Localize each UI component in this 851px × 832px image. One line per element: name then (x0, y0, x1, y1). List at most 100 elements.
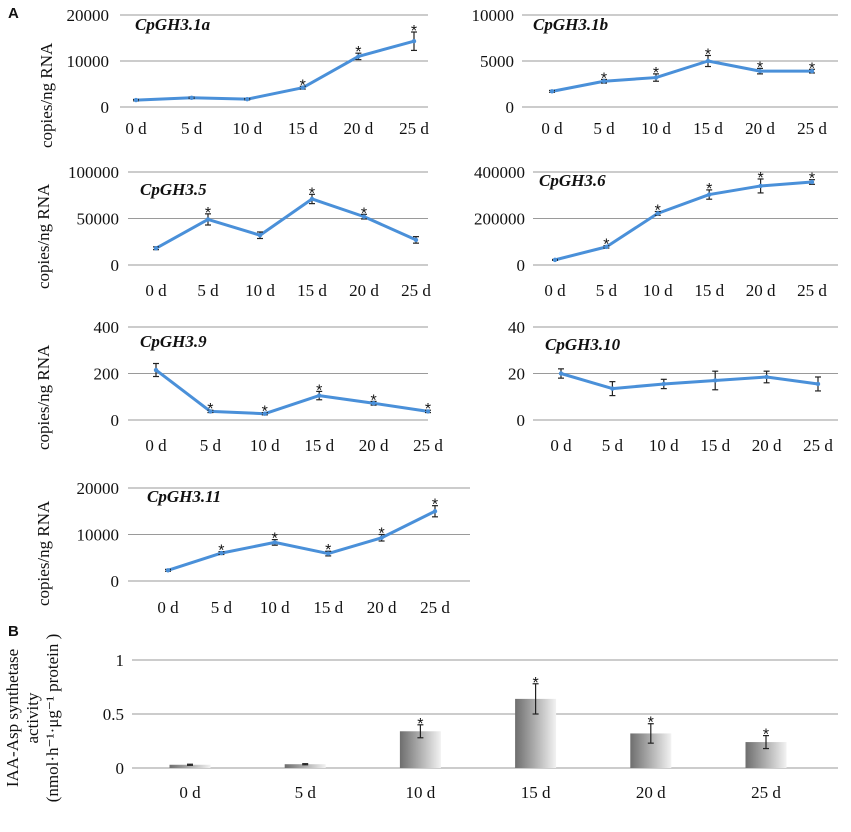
y-tick-label: 0 (517, 411, 526, 430)
x-tick-label: 15 d (288, 119, 318, 138)
y-axis-label-row2: copies/ng RNA (34, 183, 53, 289)
x-tick-label: 20 d (344, 119, 374, 138)
series-line (155, 197, 417, 250)
significance-star: * (532, 675, 538, 692)
data-point (707, 192, 712, 197)
x-tick-label: 20 d (745, 119, 775, 138)
y-tick-label: 0 (517, 256, 526, 275)
panel-b-label: B (8, 623, 19, 640)
series-line (560, 372, 819, 391)
x-tick-label: 25 d (803, 436, 833, 455)
y-axis-label-row1: copies/ng RNA (37, 42, 56, 148)
x-tick-label: 10 d (232, 119, 262, 138)
x-tick-label: 5 d (200, 436, 222, 455)
significance-star: * (218, 543, 224, 560)
y-tick-label: 10000 (77, 526, 120, 545)
x-tick-label: 15 d (313, 598, 343, 617)
line-chart-4: 0 200000 400000 CpGH3.6 0 d 5 d 10 d 15 d 20 d 25… (474, 163, 838, 300)
data-point (153, 367, 159, 373)
data-point (208, 409, 213, 414)
line-chart-6: 0 20 40 CpGH3.10 0 d 5 d 10 d 15 d 20 d 25 d (508, 318, 838, 455)
data-point (549, 89, 555, 94)
chart-title: CpGH3.1b (533, 15, 608, 34)
x-tick-label: 15 d (700, 436, 730, 455)
data-point (661, 381, 666, 387)
significance-star: * (378, 526, 384, 543)
line-chart-1: 0 10000 20000 CpGH3.1a 0 d 5 d 10 d 15 d 20 d 25 … (67, 6, 430, 138)
y-tick-label: 200000 (474, 210, 525, 229)
significance-star: * (300, 77, 306, 94)
x-tick-label: 15 d (521, 783, 551, 802)
data-point (610, 386, 615, 391)
data-point (361, 214, 367, 219)
y-tick-label: 0 (506, 98, 515, 117)
data-point (552, 257, 558, 263)
series-line (554, 180, 813, 262)
data-point (432, 509, 438, 514)
x-tick-label: 20 d (359, 436, 389, 455)
x-tick-label: 5 d (211, 598, 233, 617)
y-tick-label: 200 (94, 365, 120, 384)
x-tick-label: 20 d (349, 281, 379, 300)
x-tick-label: 5 d (602, 436, 624, 455)
data-point (219, 550, 224, 556)
x-tick-label: 5 d (593, 119, 615, 138)
data-point (317, 393, 322, 398)
x-tick-label: 15 d (304, 436, 334, 455)
significance-star: * (648, 715, 654, 732)
chart-title: CpGH3.10 (545, 335, 621, 354)
x-tick-label: 0 d (145, 281, 167, 300)
chart-title: CpGH3.11 (147, 487, 221, 506)
line-chart-2: 0 5000 10000 CpGH3.1b 0 d 5 d 10 d 15 d 20 d 25 d… (472, 6, 838, 138)
x-tick-label: 10 d (643, 281, 673, 300)
x-tick-label: 10 d (641, 119, 671, 138)
x-tick-label: 25 d (401, 281, 431, 300)
significance-star: * (262, 404, 268, 421)
y-axis-label-row4: copies/ng RNA (34, 500, 53, 606)
data-point (815, 381, 821, 387)
x-tick-label: 10 d (260, 598, 290, 617)
bar (169, 764, 211, 768)
x-tick-label: 5 d (596, 281, 618, 300)
bar-y-axis-label-line1: IAA-Asp synthetase (3, 649, 22, 787)
data-point (764, 374, 769, 380)
x-tick-label: 0 d (145, 436, 167, 455)
x-tick-label: 25 d (751, 783, 781, 802)
y-tick-label: 50000 (77, 210, 120, 229)
x-tick-label: 0 d (157, 598, 179, 617)
significance-star: * (432, 497, 438, 514)
x-tick-label: 10 d (250, 436, 280, 455)
y-tick-label: 400000 (474, 163, 525, 182)
data-point (165, 568, 171, 573)
x-tick-label: 25 d (420, 598, 450, 617)
significance-star: * (325, 542, 331, 559)
y-tick-label: 10000 (67, 52, 110, 71)
y-tick-label: 0 (111, 256, 120, 275)
x-tick-label: 25 d (413, 436, 443, 455)
x-tick-label: 15 d (297, 281, 327, 300)
data-point (272, 540, 277, 545)
significance-star: * (425, 401, 431, 418)
y-tick-label: 0 (111, 572, 120, 591)
significance-star: * (655, 203, 661, 220)
y-tick-label: 20000 (67, 6, 110, 25)
line-chart-3: 0 50000 100000 CpGH3.5 0 d 5 d 10 d 15 d 20 d 25 … (68, 163, 431, 300)
x-tick-label: 5 d (181, 119, 203, 138)
series-line (551, 59, 812, 93)
chart-title: CpGH3.9 (140, 332, 207, 351)
bar (284, 764, 326, 768)
data-point (809, 68, 815, 74)
y-tick-label: 0.5 (103, 705, 124, 724)
significance-star: * (603, 237, 609, 254)
x-tick-label: 5 d (295, 783, 317, 802)
data-point (356, 54, 361, 59)
chart-title: CpGH3.6 (539, 171, 606, 190)
data-point (809, 179, 815, 185)
data-point (262, 411, 267, 416)
bar-y-axis-label-line3: (nmol·h⁻¹·μg⁻¹ protein ) (43, 634, 62, 803)
x-tick-label: 20 d (636, 783, 666, 802)
significance-star: * (411, 23, 417, 40)
x-tick-label: 10 d (245, 281, 275, 300)
